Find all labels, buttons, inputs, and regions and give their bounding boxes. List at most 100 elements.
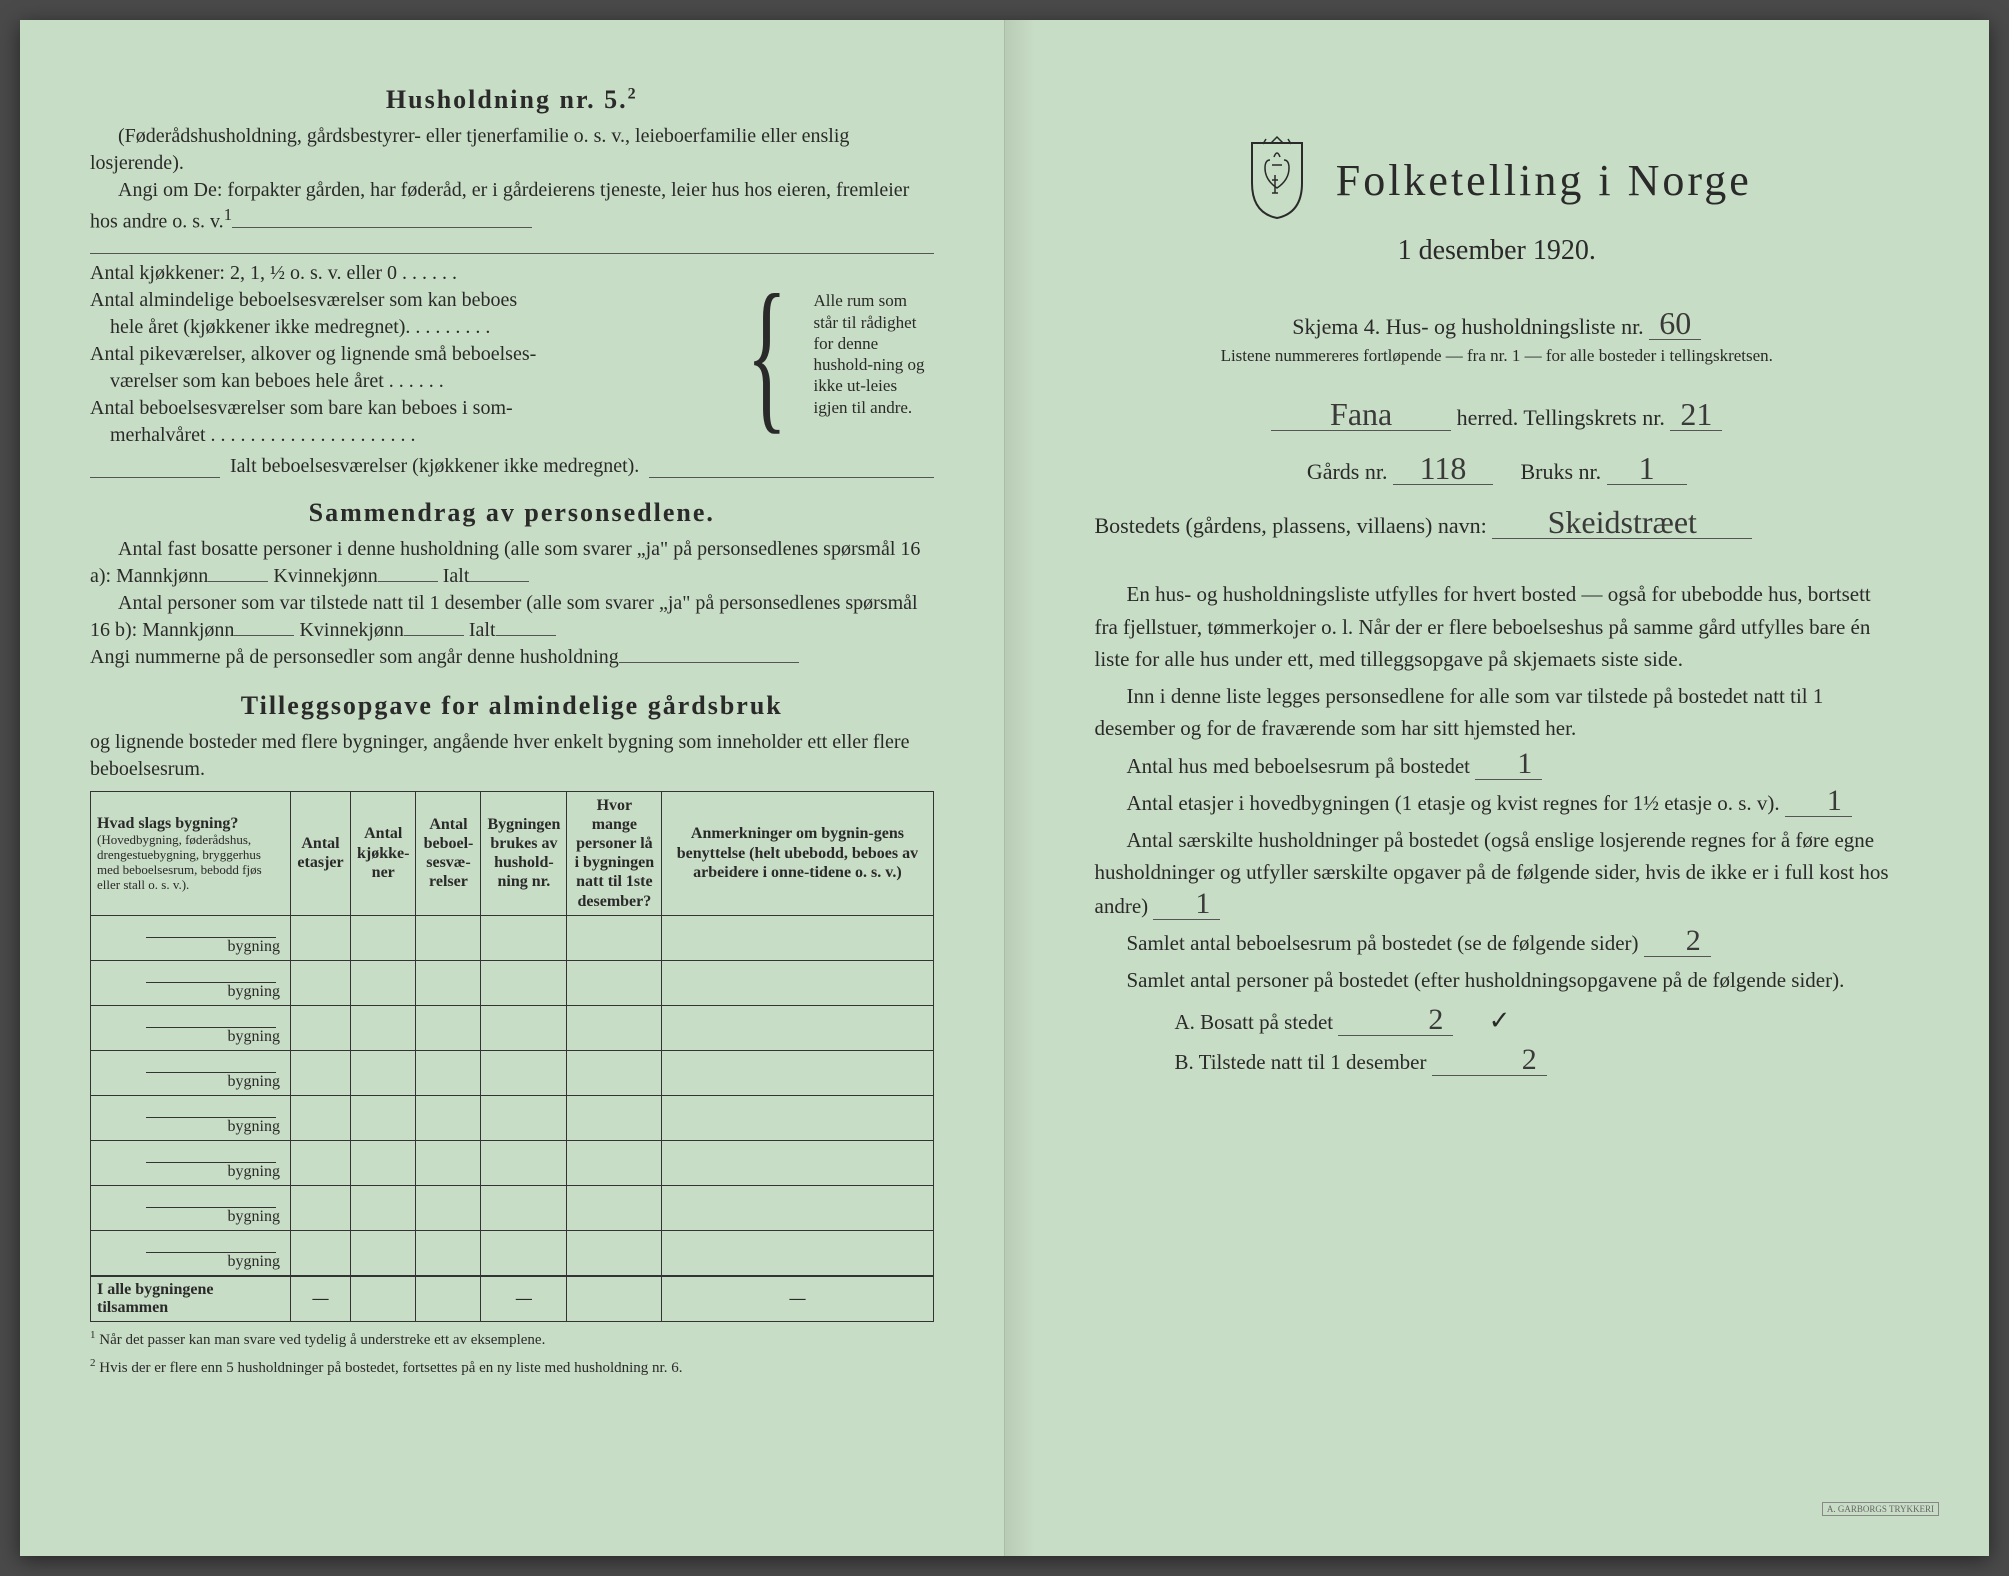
room-line-1b: hele året (kjøkkener ikke medregnet). . …	[90, 314, 720, 341]
blank-cell	[481, 1050, 567, 1095]
tillegg-sub: og lignende bosteder med flere bygninger…	[90, 729, 934, 783]
q2-hw: 1	[1785, 786, 1852, 817]
q1-hw: 1	[1475, 749, 1542, 780]
room-line-1a: Antal almindelige beboelsesværelser som …	[90, 287, 720, 314]
blank-cell	[567, 1005, 662, 1050]
hh-para2: Angi om De: forpakter gården, har føderå…	[90, 177, 934, 236]
blank-cell	[481, 1005, 567, 1050]
blank-cell	[416, 1095, 481, 1140]
col-anmerkninger: Anmerkninger om bygnin-gens benyttelse (…	[662, 791, 933, 915]
herred-line: Fana herred. Tellingskrets nr. 21	[1095, 396, 1900, 440]
household-title-text: Husholdning nr. 5.	[386, 85, 628, 114]
blank-cell	[351, 1230, 416, 1276]
right-page: Folketelling i Norge 1 desember 1920. Sk…	[1005, 20, 1990, 1556]
room-block: Antal kjøkkener: 2, 1, ½ o. s. v. eller …	[90, 260, 934, 449]
list-number-hw: 60	[1649, 307, 1701, 340]
room-right-note: Alle rum som står til rådighet for denne…	[814, 290, 934, 418]
schema-sub: Listene nummereres fortløpende — fra nr.…	[1095, 346, 1900, 366]
blank-cell	[291, 915, 351, 960]
blank-cell	[291, 1185, 351, 1230]
bygning-label-cell: bygning	[91, 1185, 291, 1230]
brace-icon: {	[746, 269, 787, 439]
blank-cell	[351, 1185, 416, 1230]
blank-cell	[416, 960, 481, 1005]
document-spread: Husholdning nr. 5. 2 (Føderådshusholdning…	[20, 20, 1989, 1556]
total-dash: —	[291, 1276, 351, 1322]
blank-cell	[291, 1095, 351, 1140]
blank-cell	[662, 915, 933, 960]
bygning-label-cell: bygning	[91, 1140, 291, 1185]
bygning-label-cell: bygning	[91, 960, 291, 1005]
herred-hw: Fana	[1271, 398, 1451, 431]
blank-cell	[351, 1095, 416, 1140]
para-1: En hus- og husholdningsliste utfylles fo…	[1095, 578, 1900, 676]
blank-cell	[416, 1185, 481, 1230]
table-row: bygning	[91, 1140, 934, 1185]
right-body-text: En hus- og husholdningsliste utfylles fo…	[1095, 578, 1900, 1078]
room-line-2b: værelser som kan beboes hele året . . . …	[90, 368, 720, 395]
coat-of-arms-icon	[1242, 135, 1312, 225]
farm-table: Hvad slags bygning? (Hovedbygning, føder…	[90, 791, 934, 1322]
bygning-label-cell: bygning	[91, 1230, 291, 1276]
blank-cell	[481, 1095, 567, 1140]
blank-cell	[662, 1140, 933, 1185]
para-2: Inn i denne liste legges personsedlene f…	[1095, 680, 1900, 745]
schema-line: Skjema 4. Hus- og husholdningsliste nr. …	[1095, 307, 1900, 340]
ialt-text: Ialt beboelsesværelser (kjøkkener ikke m…	[230, 455, 639, 478]
gaard-line: Gårds nr. 118 Bruks nr. 1	[1095, 450, 1900, 494]
blank-cell	[662, 1230, 933, 1276]
q4-line: Samlet antal beboelsesrum på bostedet (s…	[1095, 926, 1900, 960]
blank-cell	[416, 1005, 481, 1050]
blank-cell	[481, 915, 567, 960]
blank-cell	[291, 1230, 351, 1276]
table-row: bygning	[91, 1095, 934, 1140]
ialt-line: Ialt beboelsesværelser (kjøkkener ikke m…	[90, 455, 934, 478]
q5b-hw: 2	[1432, 1045, 1547, 1076]
blank-cell	[416, 1140, 481, 1185]
blank-cell	[351, 1050, 416, 1095]
q5a-hw: 2	[1338, 1005, 1453, 1036]
checkmark-icon: ✓	[1489, 1006, 1511, 1035]
bygning-label-cell: bygning	[91, 1050, 291, 1095]
gaard-hw: 118	[1393, 452, 1493, 485]
footnote-2: 2 Hvis der er flere enn 5 husholdninger …	[90, 1356, 934, 1379]
col-kjokkener: Antal kjøkke-ner	[351, 791, 416, 915]
fill-line	[378, 566, 438, 582]
total-cell	[351, 1276, 416, 1322]
blank-cell	[416, 1230, 481, 1276]
bosted-line: Bostedets (gårdens, plassens, villaens) …	[1095, 504, 1900, 548]
sammendrag-heading: Sammendrag av personsedlene.	[90, 498, 934, 528]
blank-cell	[567, 915, 662, 960]
krets-hw: 21	[1670, 398, 1722, 431]
blank-cell	[291, 1005, 351, 1050]
total-dash: —	[481, 1276, 567, 1322]
q2-line: Antal etasjer i hovedbygningen (1 etasje…	[1095, 786, 1900, 820]
total-label: I alle bygningene tilsammen	[91, 1276, 291, 1322]
room-lines: Antal kjøkkener: 2, 1, ½ o. s. v. eller …	[90, 260, 720, 449]
blank-cell	[481, 960, 567, 1005]
q5-intro: Samlet antal personer på bostedet (efter…	[1095, 964, 1900, 997]
table-row: bygning	[91, 1005, 934, 1050]
blank-cell	[567, 1140, 662, 1185]
col-vaerelser: Antal beboel-sesvæ-relser	[416, 791, 481, 915]
blank-cell	[662, 960, 933, 1005]
printer-mark: A. GARBORGS TRYKKERI	[1822, 1502, 1939, 1516]
q3-line: Antal særskilte husholdninger på bostede…	[1095, 824, 1900, 923]
header-block: Folketelling i Norge 1 desember 1920.	[1095, 135, 1900, 267]
household-intro: (Føderådshusholdning, gårdsbestyrer- ell…	[90, 123, 934, 254]
q5a-line: A. Bosatt på stedet 2 ✓	[1095, 1001, 1900, 1041]
kjokken-line: Antal kjøkkener: 2, 1, ½ o. s. v. eller …	[90, 260, 720, 287]
blank-cell	[351, 1140, 416, 1185]
hh-para1: (Føderådshusholdning, gårdsbestyrer- ell…	[90, 123, 934, 177]
col-bygning: Hvad slags bygning? (Hovedbygning, føder…	[91, 791, 291, 915]
fill-line	[496, 620, 556, 636]
blank-cell	[481, 1230, 567, 1276]
subtitle: 1 desember 1920.	[1095, 235, 1900, 267]
blank-cell	[567, 960, 662, 1005]
table-row: bygning	[91, 1050, 934, 1095]
blank-cell	[416, 915, 481, 960]
table-row: bygning	[91, 1230, 934, 1276]
q3-hw: 1	[1153, 889, 1220, 920]
footnote-1: 1 Når det passer kan man svare ved tydel…	[90, 1328, 934, 1351]
sammen-line-2: Antal personer som var tilstede natt til…	[90, 590, 934, 644]
